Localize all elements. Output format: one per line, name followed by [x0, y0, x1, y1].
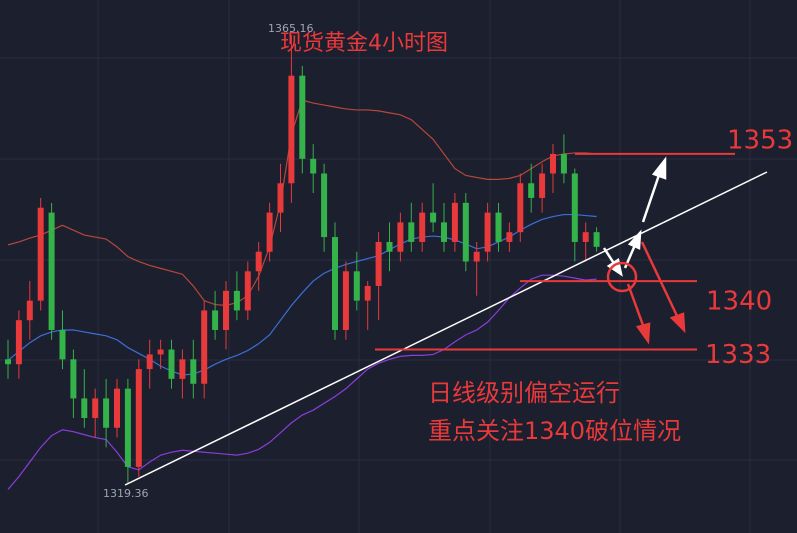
- candle-body: [37, 207, 44, 301]
- candle-body: [299, 75, 306, 159]
- candle-body: [288, 75, 295, 184]
- candle-body: [451, 202, 458, 242]
- candle-body: [124, 388, 131, 467]
- candle-body: [571, 173, 578, 242]
- level-label: 1333: [705, 340, 771, 370]
- candle-body: [26, 300, 33, 321]
- candle-body: [506, 232, 513, 242]
- candle-body: [266, 212, 273, 252]
- candle-body: [233, 290, 240, 311]
- chart-title: 现货黄金4小时图: [280, 31, 448, 56]
- annotation: 重点关注1340破位情况: [428, 417, 681, 445]
- candle-body: [332, 237, 338, 330]
- candle-body: [223, 290, 229, 330]
- candle-body: [190, 359, 197, 384]
- candle-body: [59, 329, 66, 360]
- candle-body: [157, 349, 164, 355]
- candle-body: [244, 271, 251, 311]
- focus-circle: [606, 261, 638, 293]
- candle-body: [386, 241, 393, 252]
- candle-body: [81, 398, 88, 418]
- candle-body: [375, 241, 382, 286]
- candle-body: [441, 222, 447, 242]
- candle-body: [462, 202, 469, 262]
- candle-body: [5, 359, 11, 365]
- candle-body: [408, 222, 415, 242]
- candle-body: [103, 398, 110, 428]
- candle-body: [550, 153, 556, 174]
- candle-body: [342, 271, 349, 330]
- red-arrows: [626, 241, 686, 345]
- candle-body: [353, 271, 360, 301]
- candle-body: [473, 251, 480, 262]
- candle-body: [310, 158, 317, 174]
- annotation: 日线级别偏空运行: [428, 379, 620, 407]
- candle-body: [277, 183, 284, 213]
- candle-body: [48, 212, 55, 330]
- candle-body: [528, 183, 535, 198]
- candle-body: [135, 369, 142, 467]
- candle-body: [321, 173, 328, 238]
- candle-body: [582, 232, 589, 242]
- candle-body: [517, 183, 524, 233]
- candle-body: [484, 212, 491, 252]
- candle-body: [495, 212, 502, 242]
- trend-line: [124, 171, 768, 486]
- candle-body: [430, 212, 437, 223]
- candle-body: [593, 232, 600, 247]
- plot: [5, 35, 600, 490]
- extreme-label: 1365.16: [268, 22, 314, 35]
- extreme-label: 1319.36: [103, 487, 149, 500]
- candle-body: [179, 359, 186, 379]
- level-label: 1340: [706, 287, 772, 317]
- candle-body: [168, 349, 175, 379]
- candle-body: [201, 310, 208, 384]
- candle-body: [70, 359, 77, 399]
- candle-body: [255, 251, 262, 272]
- candle-body: [560, 153, 567, 174]
- candle-body: [114, 388, 120, 428]
- candle-body: [92, 398, 99, 418]
- candle-body: [364, 285, 371, 301]
- candle-body: [212, 310, 219, 330]
- candle-body: [397, 222, 404, 252]
- candle-body: [539, 173, 546, 198]
- candle-body: [146, 354, 153, 370]
- candle-body: [15, 320, 22, 365]
- candle-body: [419, 212, 426, 242]
- level-label: 1353: [727, 125, 793, 155]
